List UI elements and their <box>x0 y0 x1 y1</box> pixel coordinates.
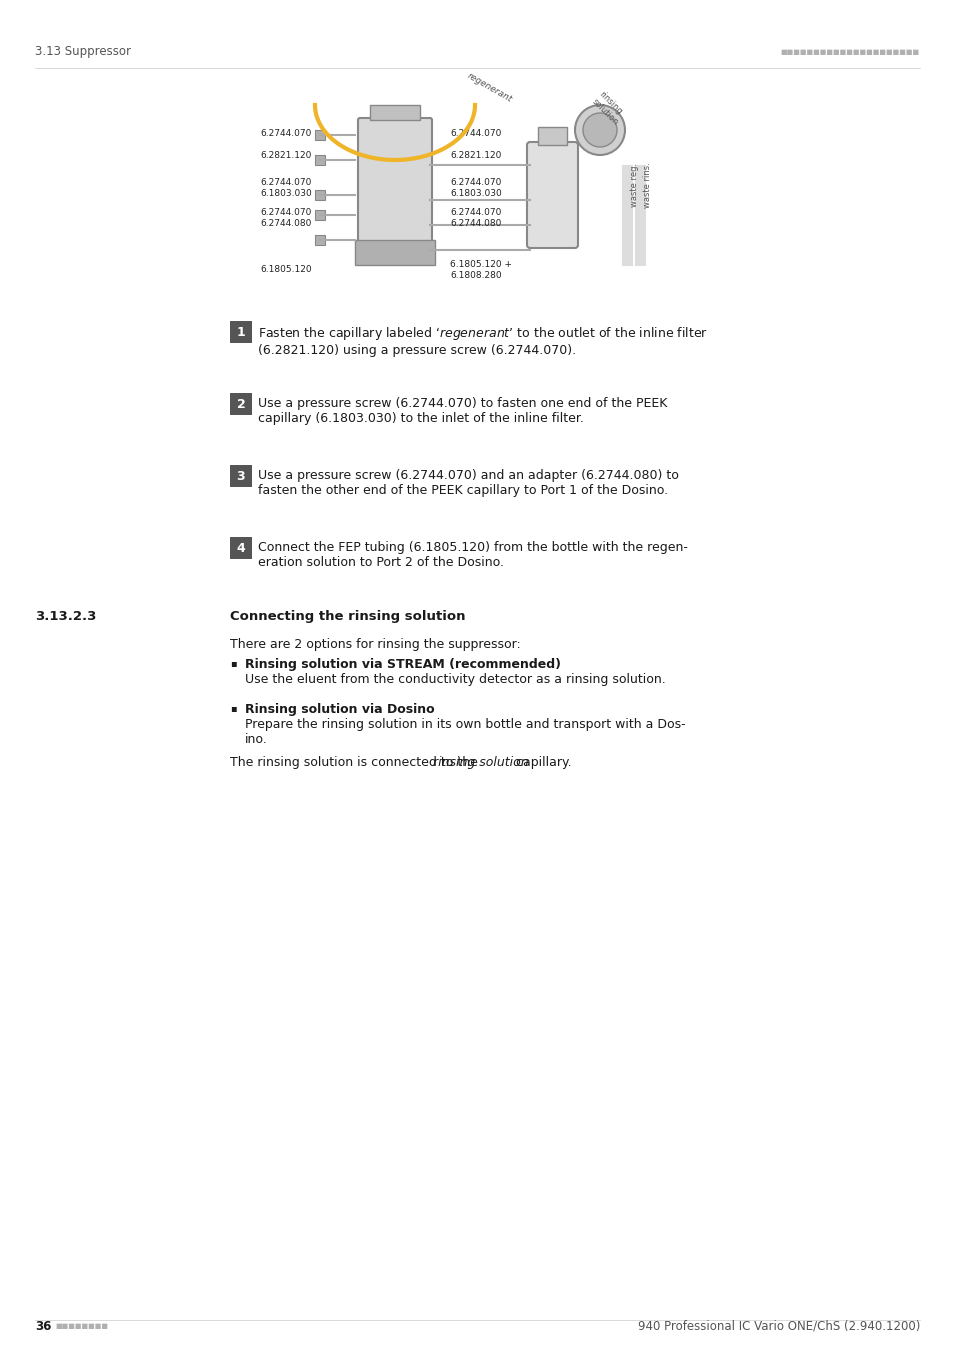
Text: 940 Professional IC Vario ONE/ChS (2.940.1200): 940 Professional IC Vario ONE/ChS (2.940… <box>637 1319 919 1332</box>
Text: 1: 1 <box>236 325 245 339</box>
Text: waste rins.: waste rins. <box>643 162 652 208</box>
Text: There are 2 options for rinsing the suppressor:: There are 2 options for rinsing the supp… <box>230 639 520 651</box>
Circle shape <box>582 113 617 147</box>
Bar <box>355 240 435 265</box>
Text: 3.13 Suppressor: 3.13 Suppressor <box>35 46 131 58</box>
Text: rinsing solution: rinsing solution <box>433 756 528 770</box>
Text: ■■■■■■■■: ■■■■■■■■ <box>55 1323 108 1328</box>
Text: capillary.: capillary. <box>512 756 571 770</box>
Text: Rinsing solution via Dosino: Rinsing solution via Dosino <box>245 703 435 716</box>
Bar <box>314 211 325 220</box>
Text: ▪: ▪ <box>230 703 236 713</box>
Text: 6.2744.070
6.1803.030: 6.2744.070 6.1803.030 <box>260 178 312 197</box>
Text: 36: 36 <box>35 1319 51 1332</box>
FancyBboxPatch shape <box>230 464 252 487</box>
Bar <box>314 235 325 244</box>
Text: Use the eluent from the conductivity detector as a rinsing solution.: Use the eluent from the conductivity det… <box>245 674 665 686</box>
Text: 6.2744.070: 6.2744.070 <box>450 128 501 138</box>
Text: 6.1805.120 +
6.1808.280: 6.1805.120 + 6.1808.280 <box>450 261 512 279</box>
Bar <box>370 105 419 120</box>
Text: Fasten the capillary labeled ‘$\it{regenerant}$’ to the outlet of the inline fil: Fasten the capillary labeled ‘$\it{regen… <box>257 325 707 356</box>
Bar <box>314 155 325 165</box>
Text: Rinsing solution via STREAM (recommended): Rinsing solution via STREAM (recommended… <box>245 657 560 671</box>
Text: rinsing
solution: rinsing solution <box>589 89 627 127</box>
FancyBboxPatch shape <box>357 117 432 242</box>
Text: waste reg.: waste reg. <box>630 163 639 207</box>
Text: 6.2744.070: 6.2744.070 <box>260 128 311 138</box>
Text: 6.2744.070
6.2744.080: 6.2744.070 6.2744.080 <box>260 208 311 228</box>
Text: 6.1805.120: 6.1805.120 <box>260 266 312 274</box>
Bar <box>314 130 325 140</box>
Text: 6.2744.070
6.2744.080: 6.2744.070 6.2744.080 <box>450 208 501 228</box>
Text: ▪: ▪ <box>230 657 236 668</box>
Text: 3.13.2.3: 3.13.2.3 <box>35 610 96 622</box>
Text: The rinsing solution is connected to the: The rinsing solution is connected to the <box>230 756 481 770</box>
Text: Prepare the rinsing solution in its own bottle and transport with a Dos-
ino.: Prepare the rinsing solution in its own … <box>245 718 685 747</box>
FancyBboxPatch shape <box>230 321 252 343</box>
Bar <box>314 190 325 200</box>
Text: Connecting the rinsing solution: Connecting the rinsing solution <box>230 610 465 622</box>
Circle shape <box>575 105 624 155</box>
Text: Use a pressure screw (6.2744.070) to fasten one end of the PEEK
capillary (6.180: Use a pressure screw (6.2744.070) to fas… <box>257 397 667 425</box>
Text: Connect the FEP tubing (6.1805.120) from the bottle with the regen-
eration solu: Connect the FEP tubing (6.1805.120) from… <box>257 541 687 568</box>
FancyBboxPatch shape <box>230 393 252 414</box>
FancyBboxPatch shape <box>230 537 252 559</box>
FancyBboxPatch shape <box>526 142 578 248</box>
Text: 4: 4 <box>236 541 245 555</box>
Bar <box>537 127 566 144</box>
Text: 3: 3 <box>236 470 245 482</box>
Text: ■■■■■■■■■■■■■■■■■■■■■: ■■■■■■■■■■■■■■■■■■■■■ <box>781 49 919 55</box>
Text: Use a pressure screw (6.2744.070) and an adapter (6.2744.080) to
fasten the othe: Use a pressure screw (6.2744.070) and an… <box>257 468 679 497</box>
Text: 6.2744.070
6.1803.030: 6.2744.070 6.1803.030 <box>450 178 501 197</box>
Text: 6.2821.120: 6.2821.120 <box>260 150 311 159</box>
Text: regenerant: regenerant <box>465 72 514 104</box>
Text: 2: 2 <box>236 397 245 410</box>
Text: 6.2821.120: 6.2821.120 <box>450 150 501 159</box>
